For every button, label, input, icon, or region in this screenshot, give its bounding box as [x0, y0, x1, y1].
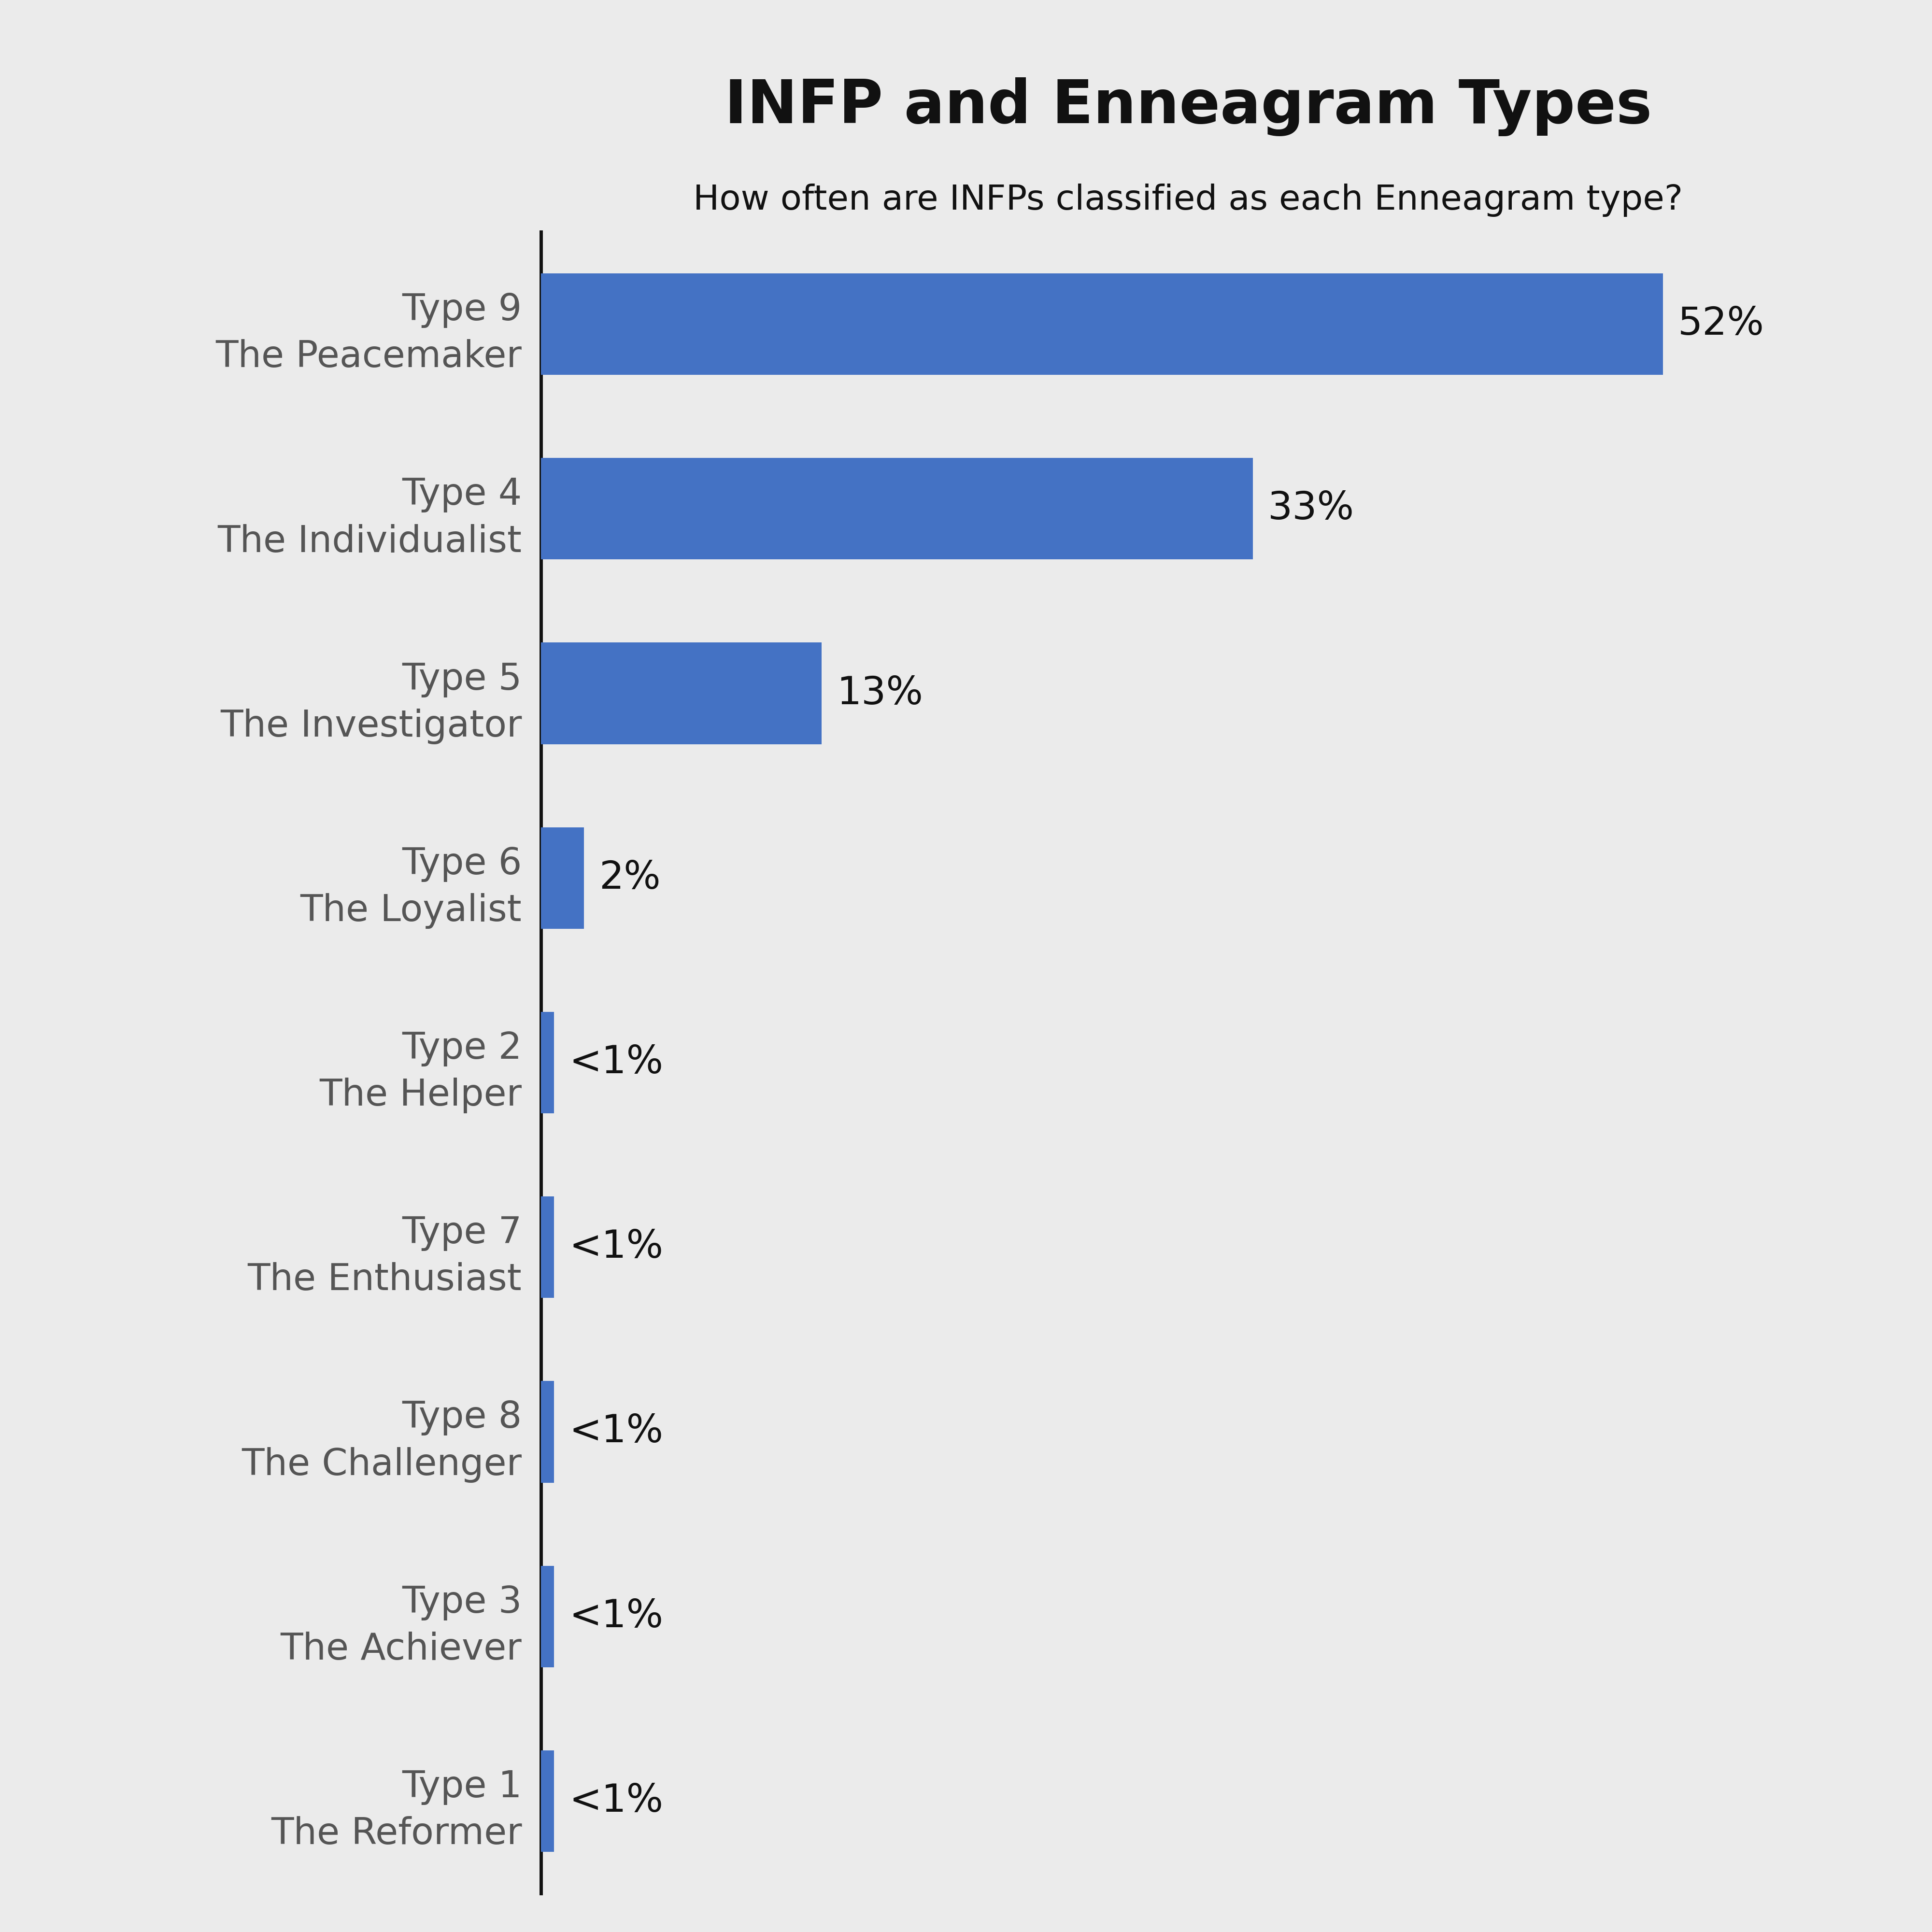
Bar	[541, 1381, 554, 1482]
Bar	[541, 1196, 554, 1298]
Text: How often are INFPs classified as each Enneagram type?: How often are INFPs classified as each E…	[694, 184, 1683, 216]
Text: 33%: 33%	[1267, 491, 1354, 527]
Bar	[541, 643, 821, 744]
Bar	[541, 458, 1252, 560]
Bar	[541, 1565, 554, 1667]
Text: <1%: <1%	[570, 1598, 663, 1634]
Bar	[541, 1750, 554, 1853]
Text: <1%: <1%	[570, 1781, 663, 1820]
Bar	[541, 272, 1663, 375]
Bar	[541, 827, 583, 929]
Text: <1%: <1%	[570, 1412, 663, 1451]
Text: 2%: 2%	[599, 860, 661, 896]
Text: <1%: <1%	[570, 1043, 663, 1082]
Text: 52%: 52%	[1677, 305, 1764, 344]
Text: INFP and Enneagram Types: INFP and Enneagram Types	[724, 77, 1652, 135]
Text: 13%: 13%	[837, 674, 923, 713]
Bar	[541, 1012, 554, 1113]
Text: <1%: <1%	[570, 1229, 663, 1265]
